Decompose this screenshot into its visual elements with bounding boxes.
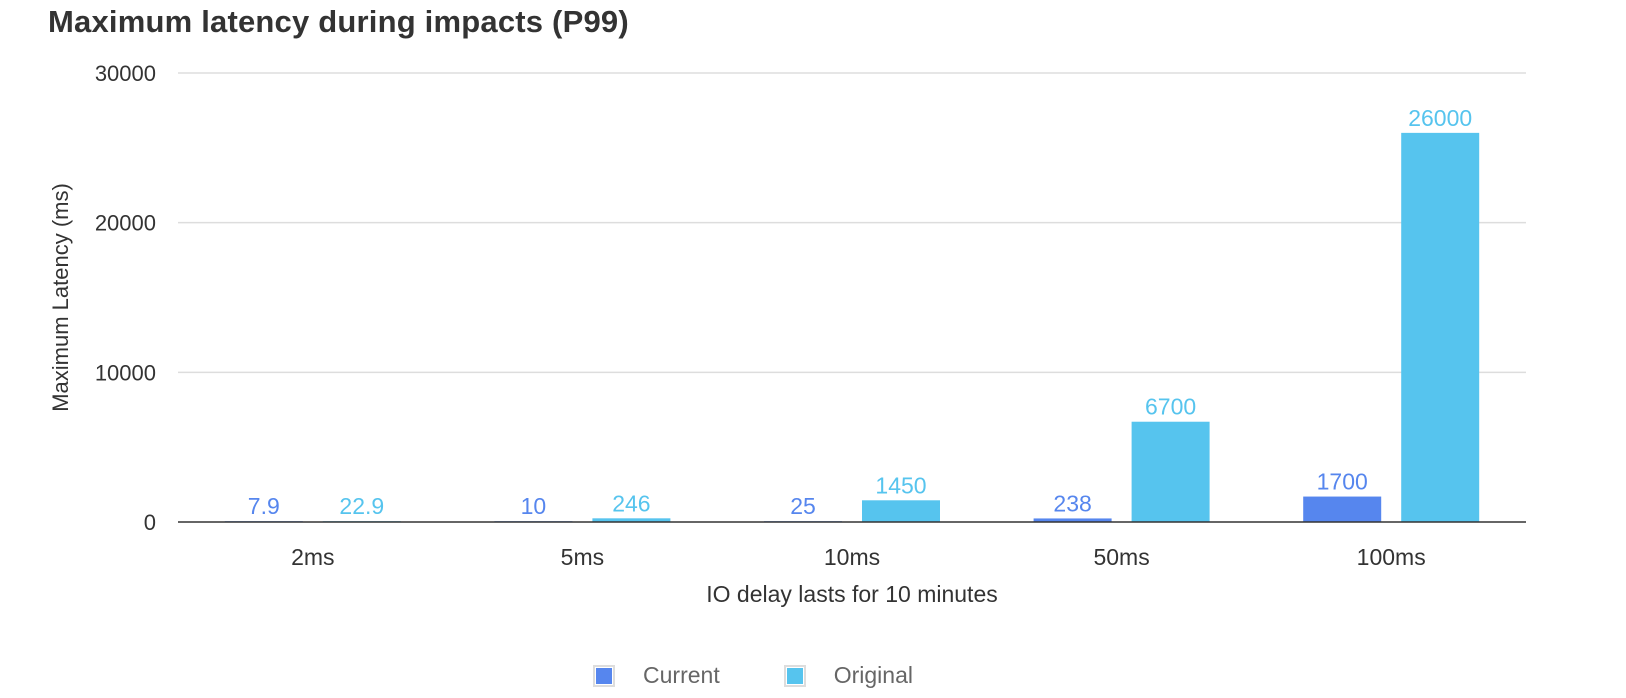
bars [224,132,1480,522]
x-tick-label: 2ms [291,544,334,570]
bar-current[interactable] [1033,518,1112,522]
legend-item-current[interactable]: Current [593,662,720,689]
legend-item-original[interactable]: Original [783,662,913,689]
y-tick-label: 10000 [95,360,156,385]
legend-label-original: Original [833,662,913,688]
data-label: 7.9 [248,493,280,519]
data-label: 238 [1053,490,1091,516]
legend: Current Original [0,662,1566,689]
x-tick-label: 5ms [561,544,604,570]
bar-current[interactable] [1303,496,1382,522]
data-label: 6700 [1145,394,1196,420]
y-axis-ticks: 0 10000 20000 30000 [95,61,156,535]
y-tick-label: 0 [144,510,156,535]
data-label: 1450 [875,472,926,498]
y-tick-label: 20000 [95,211,156,236]
legend-swatch-original [783,664,806,687]
x-tick-label: 10ms [824,544,880,570]
data-label: 10 [521,493,547,519]
bar-original[interactable] [1131,421,1210,522]
x-axis-ticks: 2ms 5ms 10ms 50ms 100ms [291,544,1426,570]
x-axis-title: IO delay lasts for 10 minutes [706,581,997,607]
y-axis-title: Maximum Latency (ms) [48,183,73,412]
data-label: 1700 [1317,469,1368,495]
data-label: 26000 [1408,105,1472,131]
y-tick-label: 30000 [95,61,156,86]
data-labels: 7.9 22.9 10 246 25 1450 238 6700 1700 26000 [248,105,1472,519]
data-label: 22.9 [339,493,384,519]
legend-swatch-current [593,664,616,687]
x-tick-label: 50ms [1093,544,1149,570]
data-label: 25 [790,493,816,519]
bar-original[interactable] [592,518,671,522]
chart-title: Maximum latency during impacts (P99) [48,4,629,39]
legend-label-current: Current [643,662,720,688]
gridlines [178,72,1526,374]
bar-original[interactable] [862,500,940,522]
bar-original[interactable] [1401,132,1480,522]
data-label: 246 [612,490,650,516]
x-tick-label: 100ms [1357,544,1426,570]
